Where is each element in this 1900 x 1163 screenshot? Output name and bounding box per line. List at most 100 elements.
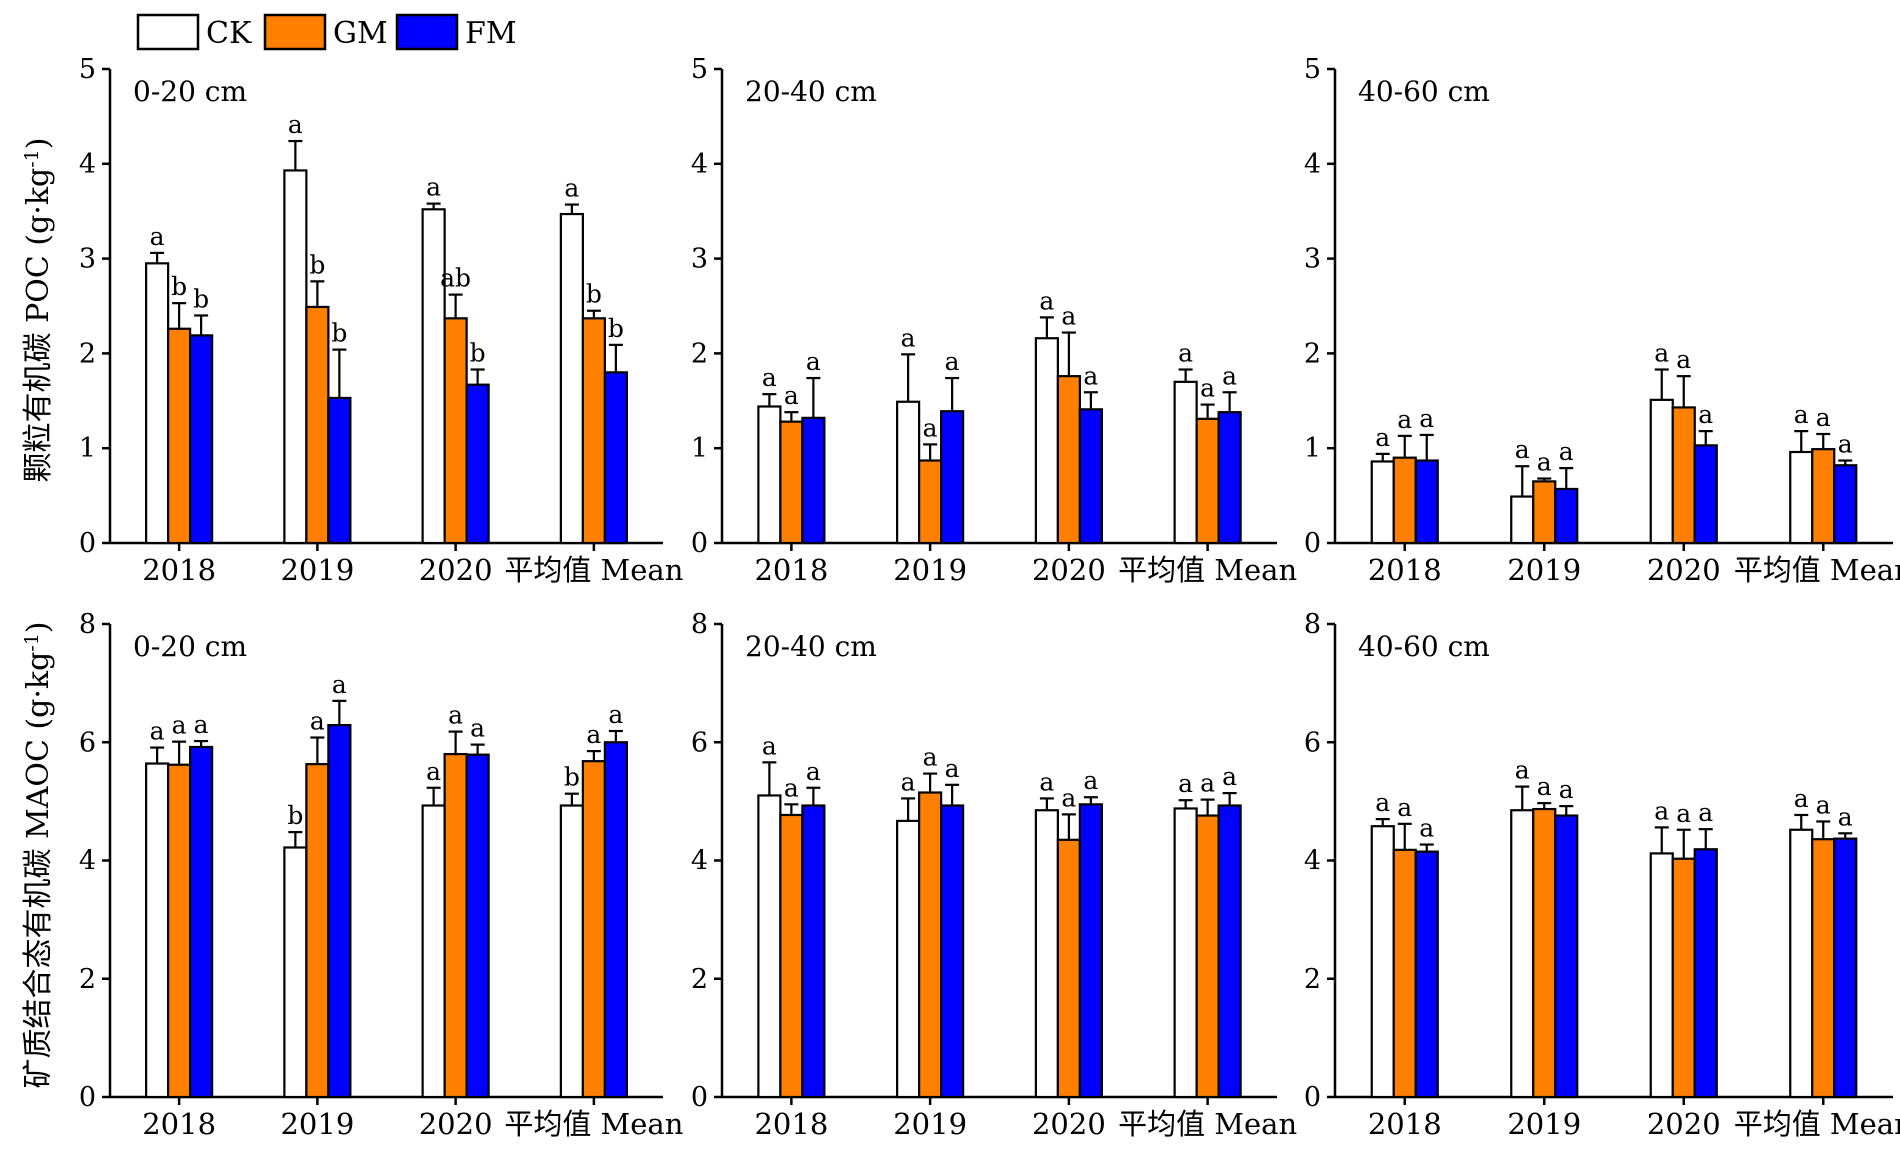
y-tick-label: 4 bbox=[1304, 149, 1321, 180]
significance-letter: ab bbox=[440, 264, 471, 293]
bar-gm bbox=[1811, 838, 1836, 1099]
depth-label: 20-40 cm bbox=[745, 630, 877, 663]
x-tick-label: 平均值 Mean bbox=[1734, 1107, 1900, 1141]
bar-fm bbox=[603, 371, 628, 545]
y-tick-label: 6 bbox=[79, 727, 96, 758]
significance-letter: a bbox=[194, 710, 209, 739]
significance-letter: a bbox=[1676, 799, 1691, 828]
significance-letter: a bbox=[1039, 767, 1054, 796]
x-tick-label: 2019 bbox=[280, 553, 354, 587]
x-tick-label: 平均值 Mean bbox=[1118, 553, 1297, 587]
significance-letter: a bbox=[1698, 400, 1713, 429]
x-tick-label: 2018 bbox=[754, 553, 828, 587]
y-tick-label: 4 bbox=[691, 846, 708, 877]
significance-letter: a bbox=[1537, 772, 1552, 801]
significance-letter: b bbox=[193, 284, 209, 313]
significance-letter: a bbox=[1061, 783, 1076, 812]
x-tick-label: 2019 bbox=[280, 1107, 354, 1141]
bar-fm bbox=[1217, 411, 1242, 545]
bar-gm bbox=[1532, 807, 1557, 1099]
y-tick-label: 4 bbox=[691, 149, 708, 180]
y-tick-label: 4 bbox=[1304, 846, 1321, 877]
row-label-poc: 颗粒有机碳 POC (g·kg-1) bbox=[21, 138, 56, 483]
bar-ck bbox=[145, 762, 170, 1099]
y-tick-label: 0 bbox=[79, 528, 96, 559]
y-tick-label: 2 bbox=[79, 338, 96, 369]
bar-ck bbox=[1649, 852, 1674, 1099]
significance-letter: a bbox=[923, 413, 938, 442]
x-tick-label: 2020 bbox=[419, 553, 493, 587]
bar-ck bbox=[1789, 450, 1814, 545]
bar-ck bbox=[559, 212, 584, 545]
bar-gm bbox=[1056, 375, 1081, 545]
bar-gm bbox=[779, 813, 804, 1099]
significance-letter: a bbox=[586, 720, 601, 749]
x-tick-label: 2018 bbox=[142, 1107, 216, 1141]
bar-fm bbox=[801, 804, 826, 1099]
bar-ck bbox=[1789, 828, 1814, 1099]
bar-fm bbox=[1414, 850, 1439, 1099]
y-tick-label: 5 bbox=[79, 54, 96, 85]
significance-letter: a bbox=[332, 670, 347, 699]
significance-letter: a bbox=[1222, 762, 1237, 791]
bar-fm bbox=[465, 753, 490, 1099]
legend-swatch-ck bbox=[136, 13, 200, 51]
bar-fm bbox=[327, 396, 352, 545]
bar-gm bbox=[918, 791, 943, 1099]
x-tick-label: 2018 bbox=[1368, 553, 1442, 587]
bar-fm bbox=[189, 745, 214, 1099]
bar-ck bbox=[896, 819, 921, 1099]
significance-letter: b bbox=[287, 801, 303, 830]
significance-letter: b bbox=[564, 763, 580, 792]
x-tick-label: 2019 bbox=[893, 1107, 967, 1141]
depth-label: 0-20 cm bbox=[133, 75, 247, 108]
significance-letter: a bbox=[1515, 435, 1530, 464]
significance-letter: a bbox=[1375, 788, 1390, 817]
y-tick-label: 5 bbox=[691, 54, 708, 85]
significance-letter: a bbox=[806, 347, 821, 376]
significance-letter: a bbox=[1419, 814, 1434, 843]
significance-letter: a bbox=[1061, 302, 1076, 331]
y-tick-label: 8 bbox=[79, 609, 96, 640]
significance-letter: a bbox=[1676, 345, 1691, 374]
bar-gm bbox=[581, 317, 606, 545]
significance-letter: a bbox=[945, 754, 960, 783]
depth-label: 0-20 cm bbox=[133, 630, 247, 663]
y-tick-label: 2 bbox=[691, 338, 708, 369]
legend-swatch-fm bbox=[395, 13, 459, 51]
significance-letter: a bbox=[784, 381, 799, 410]
bar-fm bbox=[1078, 803, 1103, 1099]
significance-letter: a bbox=[1838, 802, 1853, 831]
bar-gm bbox=[305, 763, 330, 1099]
y-tick-label: 0 bbox=[79, 1082, 96, 1113]
bar-fm bbox=[189, 334, 214, 545]
significance-letter: a bbox=[288, 110, 303, 139]
x-tick-label: 平均值 Mean bbox=[504, 1107, 683, 1141]
y-tick-label: 0 bbox=[691, 1082, 708, 1113]
bar-ck bbox=[421, 208, 446, 545]
legend-swatch-gm bbox=[263, 13, 327, 51]
bar-fm bbox=[1217, 804, 1242, 1099]
legend-label-gm: GM bbox=[333, 16, 388, 51]
bar-ck bbox=[1173, 807, 1198, 1099]
significance-letter: a bbox=[150, 222, 165, 251]
significance-letter: a bbox=[448, 701, 463, 730]
significance-letter: a bbox=[1654, 339, 1669, 368]
bar-fm bbox=[1554, 814, 1579, 1099]
x-tick-label: 2019 bbox=[1507, 1107, 1581, 1141]
x-tick-label: 2020 bbox=[1032, 553, 1106, 587]
bar-ck bbox=[1034, 337, 1059, 545]
bar-ck bbox=[145, 262, 170, 545]
bar-gm bbox=[443, 752, 468, 1099]
bar-gm bbox=[1195, 814, 1220, 1099]
bar-ck bbox=[1510, 809, 1535, 1099]
significance-letter: a bbox=[762, 731, 777, 760]
bar-gm bbox=[167, 763, 192, 1099]
legend: CK GM FM bbox=[136, 13, 517, 51]
bar-fm bbox=[465, 383, 490, 545]
significance-letter: a bbox=[1816, 403, 1831, 432]
significance-letter: a bbox=[1397, 793, 1412, 822]
